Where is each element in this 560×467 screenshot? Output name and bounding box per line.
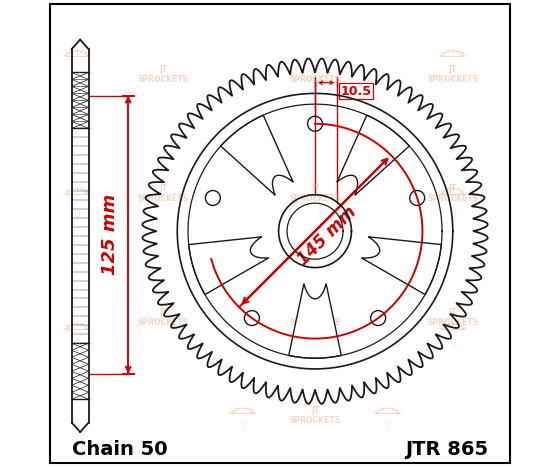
Text: 卉: 卉 [450,70,455,79]
Text: JT
SPROCKETS: JT SPROCKETS [138,65,189,84]
Text: 卉: 卉 [450,339,455,348]
Text: 125 mm: 125 mm [101,194,119,275]
Text: JT
SPROCKETS: JT SPROCKETS [290,184,340,203]
Text: 卉: 卉 [385,420,390,430]
Text: JT
SPROCKETS: JT SPROCKETS [427,65,478,84]
Text: JT
SPROCKETS: JT SPROCKETS [427,308,478,327]
Text: JTR 865: JTR 865 [405,440,488,459]
Text: 卉: 卉 [312,339,318,348]
Text: 卉: 卉 [450,208,455,217]
Text: JT
SPROCKETS: JT SPROCKETS [138,308,189,327]
Text: 卉: 卉 [74,339,80,348]
Text: Chain 50: Chain 50 [72,440,168,459]
Text: 10.5: 10.5 [340,85,372,98]
Polygon shape [362,237,441,295]
Text: JT
SPROCKETS: JT SPROCKETS [290,406,340,425]
Text: 卉: 卉 [74,208,80,217]
Text: 卉: 卉 [240,420,245,430]
Text: 卉: 卉 [74,70,80,79]
Polygon shape [337,115,409,195]
Text: JT
SPROCKETS: JT SPROCKETS [138,184,189,203]
Polygon shape [221,115,293,195]
Text: JT
SPROCKETS: JT SPROCKETS [290,308,340,327]
Text: JT
SPROCKETS: JT SPROCKETS [290,65,340,84]
Polygon shape [289,284,341,358]
Text: 145 mm: 145 mm [293,203,360,269]
Polygon shape [189,237,268,295]
Text: JT
SPROCKETS: JT SPROCKETS [427,184,478,203]
